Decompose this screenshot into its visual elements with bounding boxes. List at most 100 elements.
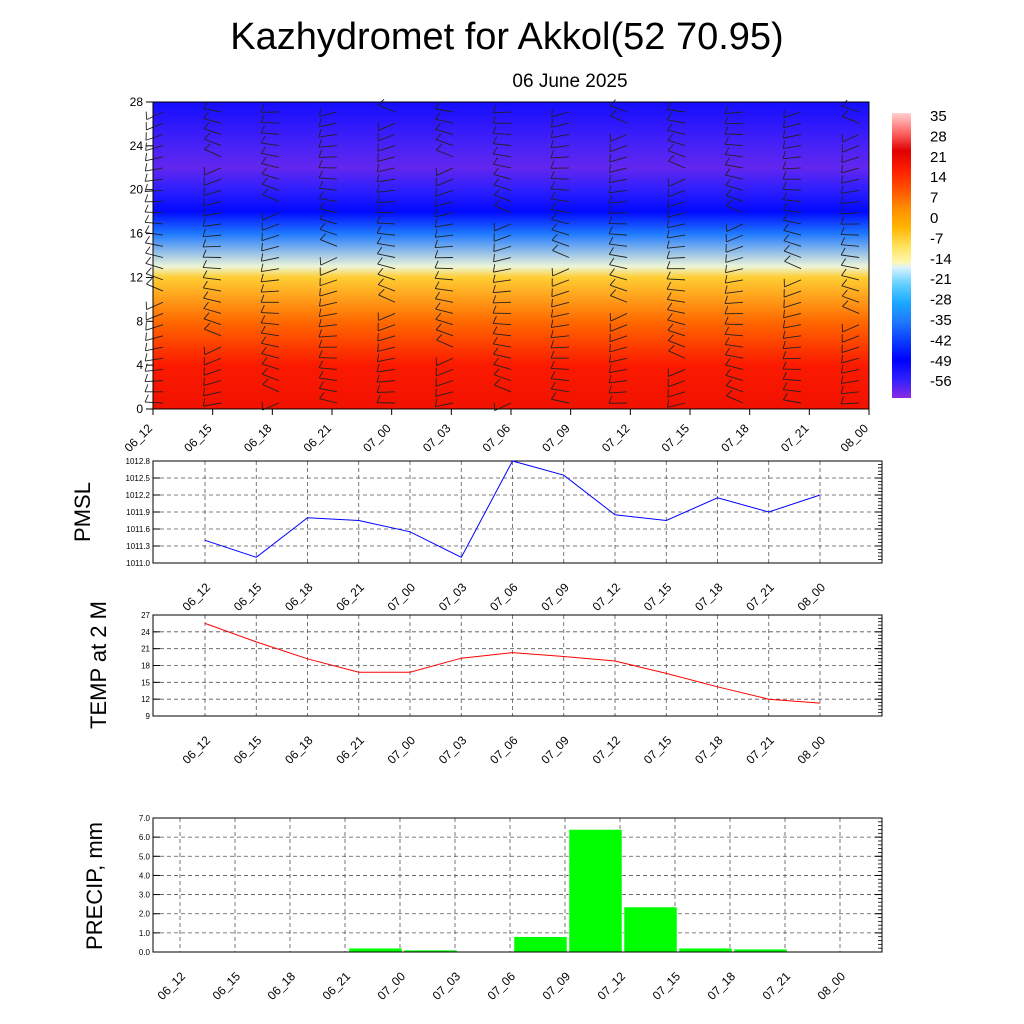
wind-barb: [203, 356, 222, 366]
wind-barb: [550, 181, 570, 191]
wind-barb: [203, 122, 222, 135]
wind-barb: [609, 343, 628, 353]
pmsl-x-tick-label: 08_00: [795, 580, 829, 614]
wind-barb: [725, 244, 744, 253]
wind-barb: [550, 202, 570, 214]
wind-barb: [318, 360, 338, 370]
wind-barb: [667, 368, 686, 377]
temp-2m-x-tick-label: 06_21: [333, 733, 367, 767]
wind-barb: [318, 339, 338, 348]
wind-barb: [376, 225, 396, 236]
wind-barb: [434, 281, 454, 292]
wind-barb: [435, 302, 454, 314]
wind-barb: [840, 365, 860, 374]
wind-barb: [667, 144, 686, 158]
wind-barb: [782, 202, 802, 214]
precip-frame: [152, 817, 883, 953]
chart-subtitle: 06 June 2025: [512, 71, 627, 92]
wind-barb: [261, 367, 280, 382]
wind-barb: [144, 373, 164, 383]
wind-barb: [493, 253, 512, 263]
colorbar-tick-label: 14: [930, 169, 947, 186]
wind-barb: [434, 260, 454, 270]
wind-barb: [783, 244, 802, 258]
wind-barb: [551, 212, 570, 225]
wind-barb: [261, 336, 280, 348]
wind-barb: [550, 139, 570, 149]
precip-bar: [348, 947, 403, 953]
wind-barb: [551, 392, 570, 404]
wind-barb: [202, 218, 222, 227]
wind-barb: [319, 201, 338, 214]
wind-barb: [492, 274, 512, 283]
wind-barb: [493, 357, 512, 370]
cross-section-x-tick-label: 07_09: [539, 421, 573, 455]
wind-barb: [551, 278, 570, 287]
wind-barb: [724, 306, 744, 315]
wind-barbs: [144, 98, 860, 412]
wind-barb: [725, 379, 744, 393]
wind-barb: [202, 249, 222, 258]
wind-barb: [377, 143, 396, 152]
wind-barb: [724, 126, 744, 135]
wind-barb: [841, 289, 860, 303]
wind-barb: [434, 229, 454, 238]
wind-barb: [145, 301, 164, 311]
wind-barb: [609, 289, 628, 303]
wind-barb: [261, 232, 280, 242]
wind-barb: [782, 340, 802, 350]
pmsl-series-line: [204, 460, 821, 558]
wind-barb: [144, 214, 164, 225]
precip-y-tick-label: 2.0: [139, 910, 151, 919]
precip-x-tick-label: 07_06: [485, 969, 519, 1003]
wind-barb: [724, 147, 744, 158]
wind-barb: [204, 143, 222, 158]
wind-barb: [841, 323, 860, 333]
pmsl-x-tick-label: 07_21: [743, 580, 777, 614]
wind-barb: [667, 188, 686, 198]
wind-barb: [783, 309, 802, 319]
wind-barb: [434, 291, 454, 303]
wind-barb: [667, 399, 686, 408]
wind-barb: [841, 99, 860, 113]
wind-barb: [493, 347, 512, 359]
colorbar-labels: 35 28 21 14 7 0 -7 -14 -21 -28 -35 -42 -49 -56: [930, 108, 952, 390]
wind-barb: [144, 194, 164, 203]
wind-barb: [492, 146, 512, 158]
temp-2m-x-tick-label: 07_09: [538, 733, 572, 767]
temp-2m-x-tick-label: 07_18: [692, 733, 726, 767]
wind-barb: [550, 350, 569, 359]
wind-barb: [434, 270, 454, 281]
wind-barb: [203, 111, 222, 124]
wind-barb: [608, 195, 628, 204]
wind-barb: [435, 388, 454, 397]
wind-barb: [434, 101, 454, 113]
wind-barb: [782, 351, 802, 360]
wind-barb: [841, 334, 860, 343]
wind-barb: [550, 371, 570, 382]
wind-barb: [319, 233, 338, 247]
pmsl-x-tick-label: 07_06: [487, 580, 521, 614]
temp-2m-y-tick-label: 21: [141, 645, 150, 654]
wind-barb: [666, 261, 685, 270]
wind-barb: [551, 233, 570, 247]
wind-barb: [609, 133, 628, 142]
wind-barb: [841, 279, 860, 292]
pmsl-x-axis: 06_12 06_15 06_18 06_21 07_00 07_03 07_06 07_09…: [180, 580, 829, 614]
wind-barb: [319, 108, 338, 117]
precip-x-tick-label: 07_00: [375, 969, 409, 1003]
cross-section-x-tick-label: 06_21: [301, 421, 335, 455]
wind-barb: [144, 163, 164, 172]
wind-barb: [435, 198, 454, 207]
pmsl-x-tick-label: 06_18: [282, 580, 316, 614]
wind-barb: [550, 309, 570, 318]
wind-barb: [435, 323, 454, 337]
wind-barb: [724, 116, 744, 125]
wind-barb: [318, 128, 338, 138]
cross-section-x-tick-label: 07_06: [480, 421, 514, 455]
wind-barb: [260, 315, 280, 326]
wind-barb: [783, 223, 802, 236]
wind-barb: [436, 333, 454, 348]
wind-barb: [492, 115, 511, 124]
cross-section-x-tick-label: 07_15: [659, 421, 693, 455]
